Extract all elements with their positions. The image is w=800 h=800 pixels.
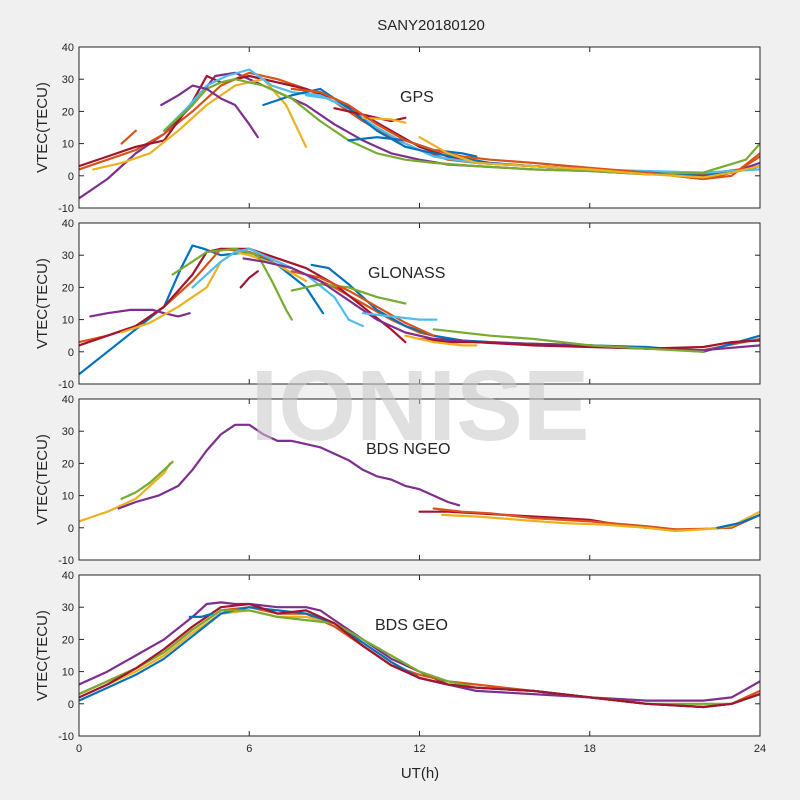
y-tick-label: -10	[58, 555, 74, 567]
y-tick-label: 30	[62, 426, 74, 438]
series-line	[171, 247, 293, 321]
series-line	[120, 129, 137, 145]
series-group	[79, 601, 760, 709]
series-group	[79, 68, 760, 200]
series-line	[120, 460, 174, 500]
y-tick-label: 40	[62, 218, 74, 230]
plot-area	[79, 399, 760, 560]
y-tick-label: 10	[62, 315, 74, 327]
panel-label: GPS	[400, 89, 434, 106]
series-line	[79, 602, 760, 709]
y-tick-label: 10	[62, 667, 74, 679]
y-tick-label: 40	[62, 42, 74, 54]
y-axis-label: VTEC(TECU)	[34, 610, 51, 701]
y-tick-label: 20	[62, 282, 74, 294]
series-line	[160, 84, 259, 139]
series-line	[432, 328, 705, 353]
panel-3: -10 0 10 20 30 40 VTEC(TECU) BDS NGEO	[34, 394, 761, 567]
y-tick-label: 10	[62, 139, 74, 151]
series-line	[716, 513, 760, 529]
panel-label: GLONASS	[368, 265, 445, 282]
y-tick-label: 30	[62, 602, 74, 614]
series-line	[290, 270, 435, 337]
series-line	[361, 312, 438, 321]
x-tick-label: 6	[246, 743, 252, 755]
y-tick-label: 30	[62, 74, 74, 86]
y-tick-label: -10	[58, 731, 74, 743]
plot-area	[79, 223, 760, 384]
series-line	[188, 612, 214, 618]
series-line	[290, 283, 407, 305]
series-line	[79, 462, 171, 523]
plot-area	[79, 47, 760, 208]
y-tick-label: 20	[62, 106, 74, 118]
x-tick-label: 24	[754, 743, 766, 755]
series-line	[117, 423, 461, 510]
series-group	[79, 423, 760, 533]
panel-label: BDS NGEO	[366, 441, 450, 458]
series-line	[404, 334, 478, 347]
figure-title: SANY20180120	[377, 17, 485, 34]
y-tick-label: -10	[58, 203, 74, 215]
y-axis-label: VTEC(TECU)	[34, 258, 51, 349]
x-axis-label: UT(h)	[401, 765, 439, 782]
series-line	[89, 308, 191, 318]
y-axis-label: VTEC(TECU)	[34, 434, 51, 525]
y-tick-label: 40	[62, 394, 74, 406]
series-line	[239, 270, 259, 289]
panel-2: -10 0 10 20 30 40 VTEC(TECU) GLONASS	[34, 218, 761, 391]
y-tick-label: 20	[62, 634, 74, 646]
y-tick-label: 0	[68, 171, 74, 183]
y-axis-label: VTEC(TECU)	[34, 82, 51, 173]
x-tick-label: 12	[413, 743, 425, 755]
series-line	[191, 247, 364, 328]
series-group	[79, 244, 760, 376]
y-tick-label: 10	[62, 491, 74, 503]
panel-label: BDS GEO	[375, 617, 448, 634]
watermark-ionise: IONISE	[251, 350, 590, 462]
series-line	[361, 116, 407, 124]
y-tick-label: 0	[68, 523, 74, 535]
series-line	[418, 136, 760, 179]
y-tick-label: 0	[68, 347, 74, 359]
plot-area	[79, 575, 760, 736]
series-line	[418, 337, 760, 350]
x-tick-label: 18	[584, 743, 596, 755]
y-tick-label: -10	[58, 379, 74, 391]
panel-1: -10 0 10 20 30 40 VTEC(TECU) GPS	[34, 42, 761, 215]
y-tick-label: 30	[62, 250, 74, 262]
y-tick-label: 40	[62, 570, 74, 582]
y-tick-label: 0	[68, 699, 74, 711]
series-line	[92, 78, 308, 171]
x-tick-label: 0	[76, 743, 82, 755]
y-tick-label: 20	[62, 458, 74, 470]
series-line	[304, 94, 330, 100]
